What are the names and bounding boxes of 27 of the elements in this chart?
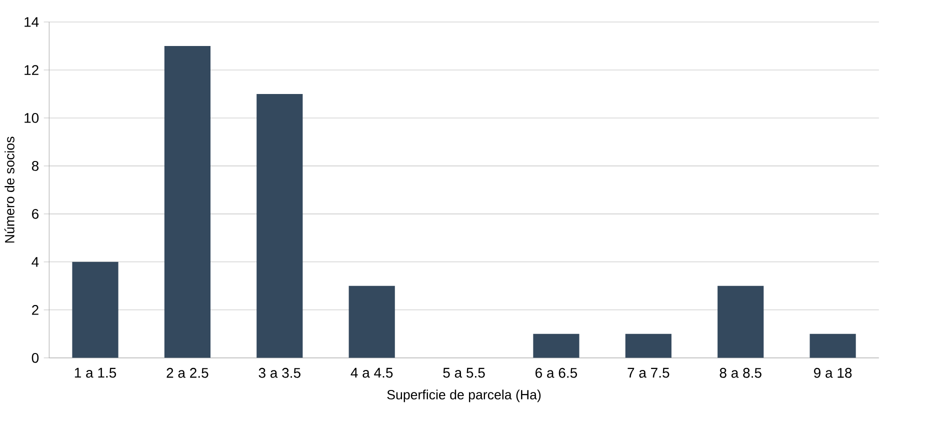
x-tick-label: 9 a 18 (814, 368, 852, 378)
y-tick-label: 8 (32, 161, 39, 171)
y-axis-title: Número de socios (4, 136, 14, 243)
bar (348, 286, 395, 358)
bar (533, 334, 580, 358)
y-tick-label: 10 (24, 113, 39, 123)
x-tick-label: 6 a 6.5 (536, 368, 578, 378)
x-tick-label: 4 a 4.5 (350, 368, 393, 378)
x-tick-label: 5 a 5.5 (443, 368, 485, 378)
x-axis-title: Superficie de parcela (Ha) (387, 390, 541, 402)
x-tick-label: 1 a 1.5 (74, 368, 116, 378)
y-tick-label: 0 (32, 353, 39, 363)
bar (718, 286, 764, 358)
y-tick-label: 6 (32, 209, 39, 219)
y-tick-label: 14 (24, 17, 39, 27)
y-tick-label: 12 (24, 65, 38, 75)
bar (72, 262, 118, 358)
x-tick-label: 8 a 8.5 (720, 368, 762, 378)
bar (810, 334, 856, 358)
bar (256, 94, 303, 358)
x-tick-label: 2 a 2.5 (166, 368, 208, 378)
y-tick-label: 2 (32, 305, 38, 315)
y-tick-label: 4 (32, 257, 39, 267)
x-tick-label: 3 a 3.5 (258, 368, 300, 378)
x-tick-label: 7 a 7.5 (628, 368, 670, 378)
bar (164, 46, 210, 358)
bar (625, 334, 672, 358)
